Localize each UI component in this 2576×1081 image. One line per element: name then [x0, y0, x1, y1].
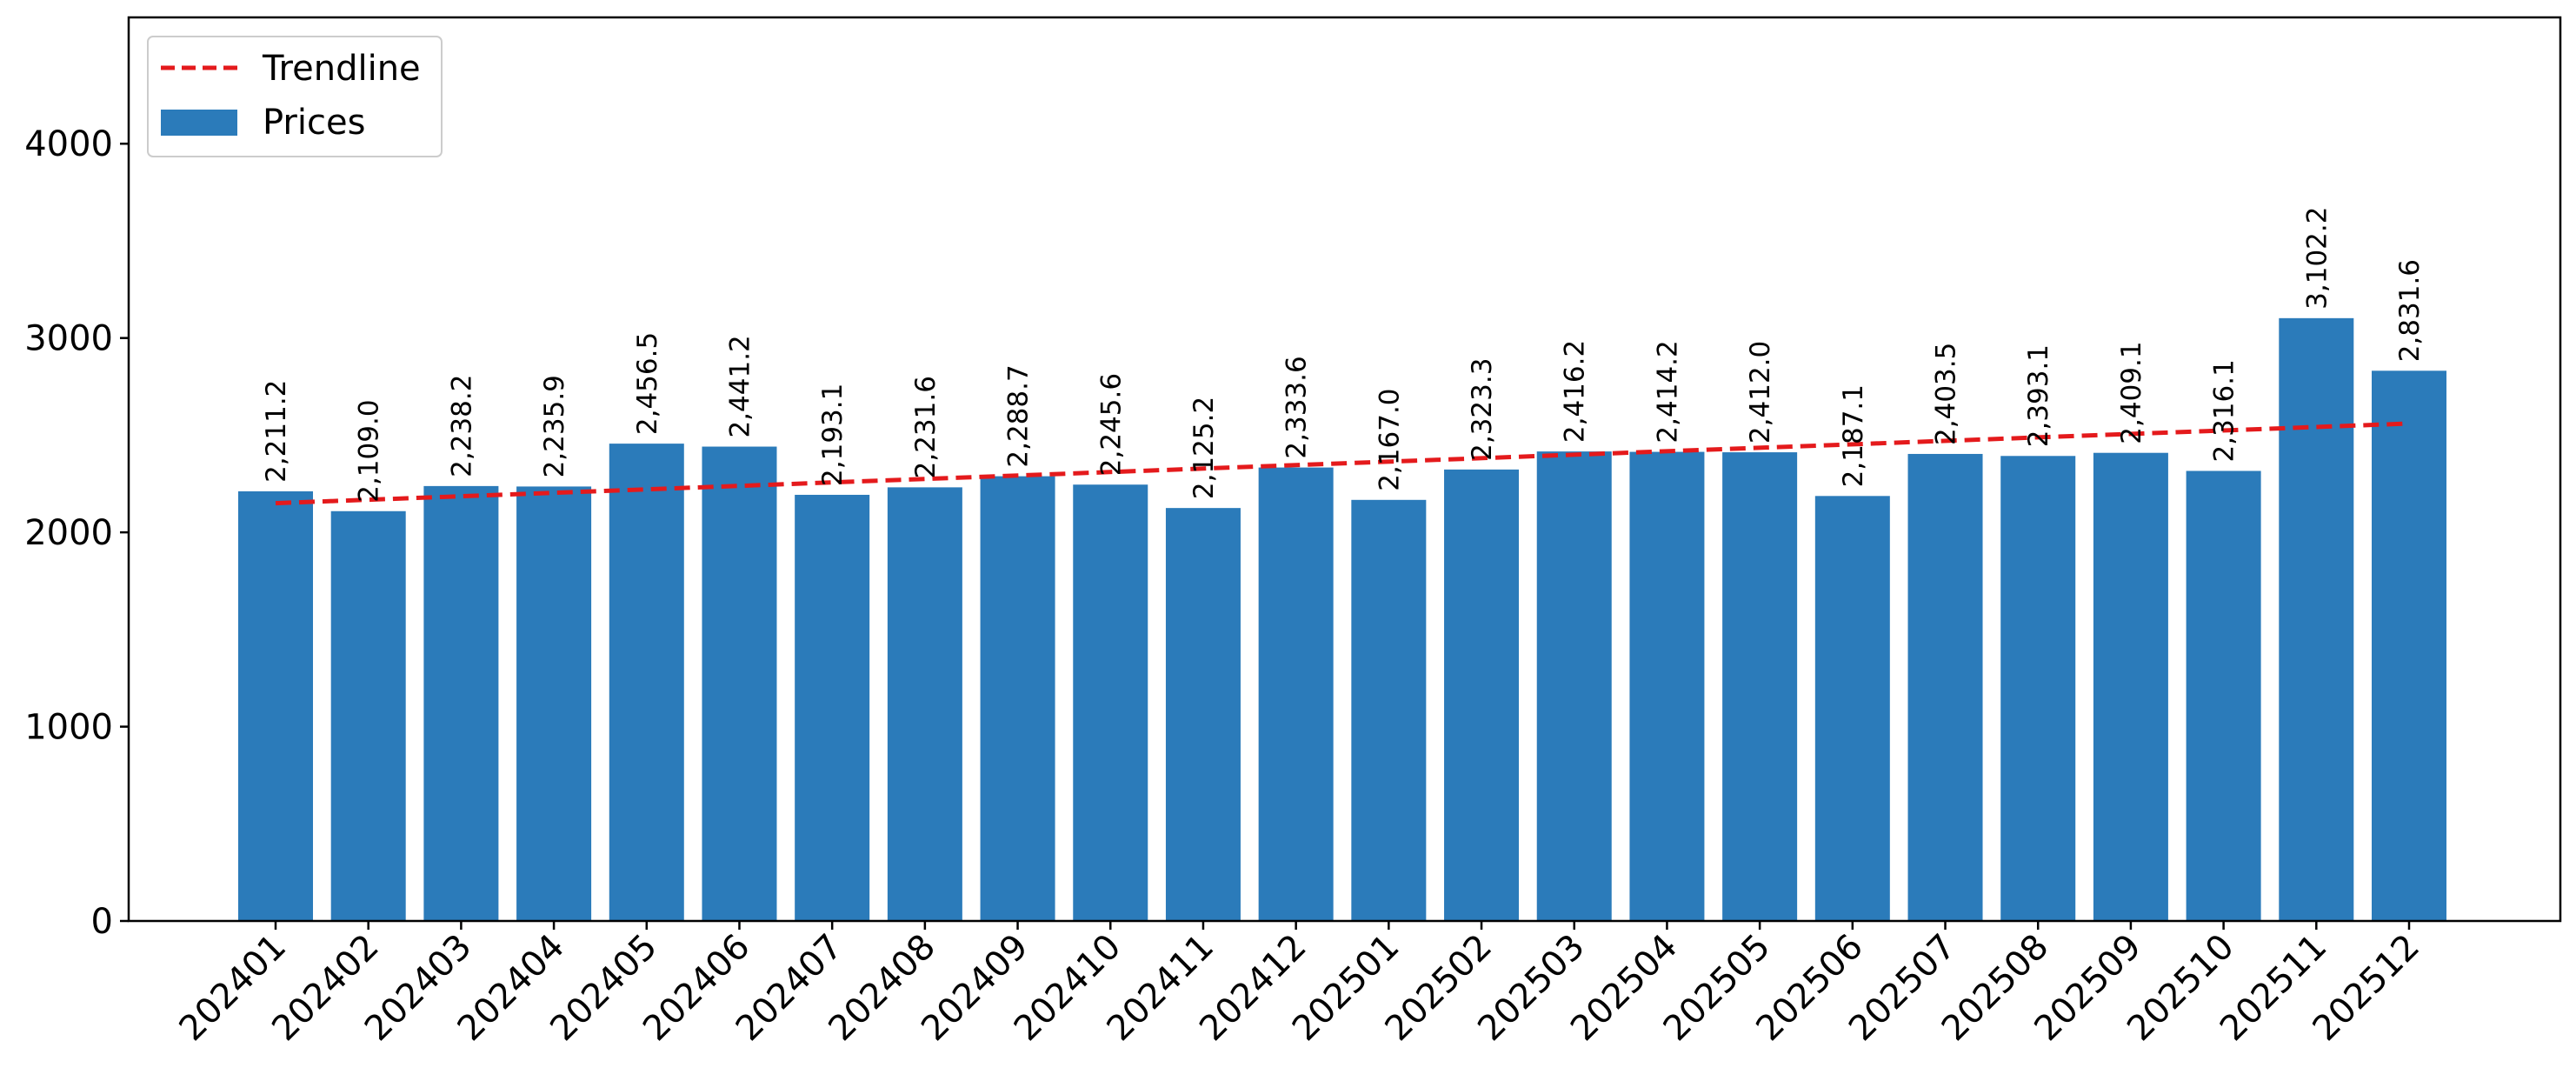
- bar-202511: [2279, 317, 2354, 921]
- bar-202404: [516, 486, 592, 921]
- bar-202502: [1444, 469, 1520, 921]
- data-labels-layer: 2,211.2 2,109.0 2,238.2 2,235.9 2,456.5 2,441…: [261, 207, 2426, 503]
- data-label-202505: 2,412.0: [1745, 341, 1776, 444]
- bar-202503: [1536, 451, 1612, 921]
- bar-202506: [1814, 496, 1890, 921]
- data-label-202404: 2,235.9: [539, 375, 570, 477]
- data-label-202409: 2,288.7: [1003, 364, 1035, 467]
- data-label-202402: 2,109.0: [354, 399, 385, 502]
- bar-202501: [1351, 499, 1427, 921]
- data-label-202510: 2,316.1: [2209, 359, 2240, 462]
- data-label-202405: 2,456.5: [632, 332, 663, 435]
- bar-202409: [980, 476, 1055, 921]
- data-label-202506: 2,187.1: [1838, 384, 1869, 487]
- bar-202505: [1722, 452, 1798, 921]
- data-label-202509: 2,409.1: [2116, 341, 2147, 444]
- bar-202407: [795, 494, 870, 921]
- data-label-202408: 2,231.6: [910, 376, 942, 478]
- data-label-202410: 2,245.6: [1095, 373, 1127, 476]
- data-label-202403: 2,238.2: [446, 375, 477, 477]
- bar-202403: [423, 485, 499, 921]
- data-label-202407: 2,193.1: [817, 384, 849, 486]
- plot-frame: [127, 16, 2562, 923]
- data-label-202504: 2,414.2: [1652, 340, 1683, 443]
- y-tick-label-1000: 1000: [24, 708, 113, 748]
- y-tick-label-0: 0: [91, 902, 113, 942]
- data-label-202411: 2,125.2: [1188, 397, 1220, 499]
- legend-trendline-label: Trendline: [262, 49, 421, 89]
- trendline: [275, 421, 2410, 506]
- bars-layer: [238, 317, 2446, 921]
- bar-202507: [1907, 453, 1983, 921]
- data-label-202406: 2,441.2: [724, 335, 755, 437]
- bar-202509: [2093, 452, 2168, 921]
- legend-prices-label: Prices: [263, 103, 365, 143]
- bar-202411: [1165, 508, 1241, 921]
- bar-202412: [1258, 467, 1334, 921]
- data-label-202511: 3,102.2: [2301, 207, 2333, 310]
- bar-202508: [2000, 456, 2076, 921]
- bar-202408: [887, 487, 962, 921]
- data-label-202412: 2,333.6: [1281, 356, 1313, 458]
- data-label-202503: 2,416.2: [1560, 340, 1591, 443]
- legend: Trendline Prices: [147, 36, 443, 157]
- data-label-202508: 2,393.1: [2023, 344, 2054, 447]
- legend-prices-swatch: [161, 110, 237, 136]
- data-label-202512: 2,831.6: [2394, 259, 2426, 362]
- data-label-202501: 2,167.0: [1374, 388, 1405, 490]
- bar-202402: [330, 510, 406, 921]
- y-tick-label-4000: 4000: [24, 124, 113, 164]
- bar-202410: [1073, 484, 1148, 921]
- data-label-202502: 2,323.3: [1467, 358, 1498, 461]
- bar-202504: [1629, 451, 1705, 921]
- bar-202406: [702, 446, 777, 921]
- bar-202510: [2186, 470, 2261, 921]
- trendline-layer: [275, 421, 2410, 506]
- data-label-202401: 2,211.2: [261, 380, 292, 483]
- bar-202512: [2372, 370, 2446, 921]
- bar-202405: [609, 444, 684, 921]
- bar-202401: [238, 490, 313, 921]
- y-tick-label-2000: 2000: [24, 513, 113, 553]
- data-label-202507: 2,403.5: [1931, 343, 1962, 445]
- y-tick-label-3000: 3000: [24, 319, 113, 359]
